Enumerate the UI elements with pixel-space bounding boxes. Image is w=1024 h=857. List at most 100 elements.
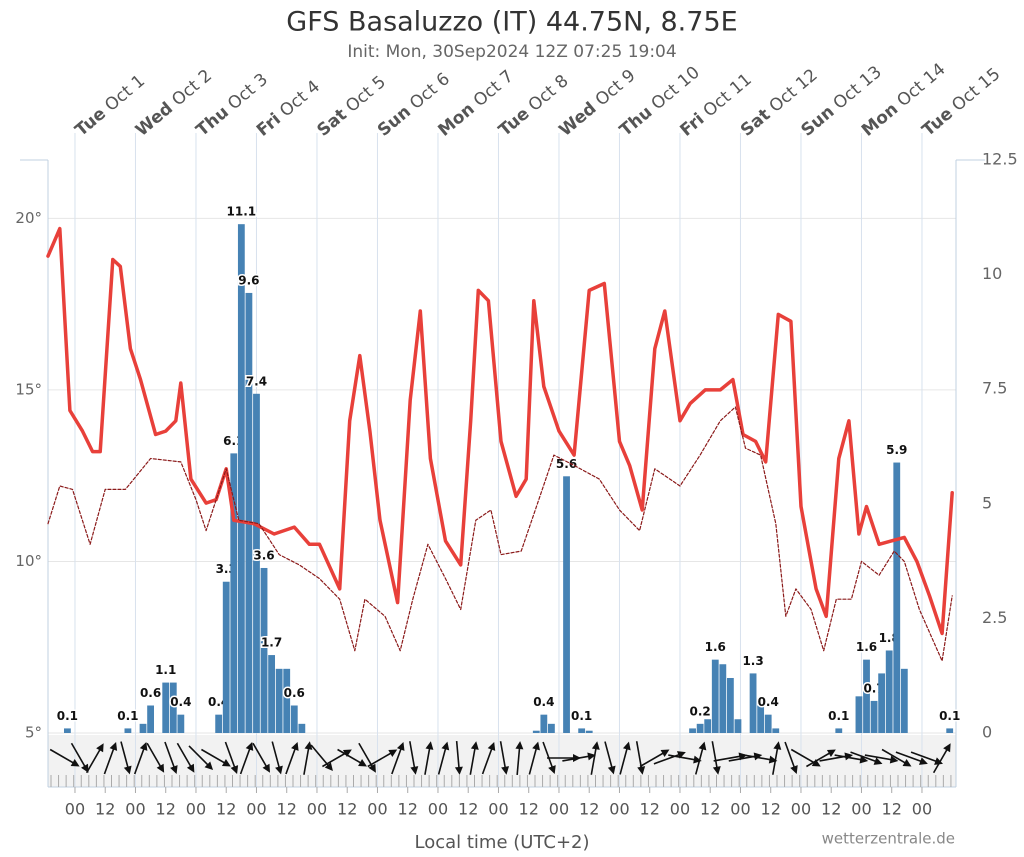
wind-head: [934, 757, 943, 765]
wind-head: [441, 741, 450, 751]
y2-tick-label: 12.5: [982, 150, 1018, 169]
wind-arrow: [85, 743, 104, 774]
x-tick-label: 00: [428, 800, 448, 819]
x-tick-label: 12: [821, 800, 841, 819]
wind-arrow: [772, 741, 782, 775]
day-weekday: Mon: [435, 99, 479, 140]
wind-arrow: [864, 754, 899, 764]
day-date: Oct 7: [470, 66, 518, 111]
precip-bar: [64, 728, 71, 733]
day-date: Oct 8: [525, 71, 573, 116]
wind-head: [753, 752, 763, 761]
temperature-line: [46, 226, 954, 636]
wind-head: [245, 742, 254, 751]
wind-head: [532, 741, 540, 751]
wind-arrow: [895, 751, 928, 765]
precip-bar: [237, 224, 245, 733]
precip-bar: [139, 723, 147, 733]
wind-arrow: [70, 742, 89, 773]
wind-arrow: [604, 741, 616, 775]
precip-bar: [749, 673, 757, 733]
precip-bar: [230, 453, 238, 733]
wind-arrow: [271, 741, 283, 775]
wind-shaft: [772, 744, 779, 775]
wind-shaft: [252, 742, 270, 771]
wind-arrow: [528, 741, 540, 775]
day-date: Oct 9: [592, 66, 640, 111]
wind-head: [487, 742, 496, 751]
bar-label: 0.1: [57, 709, 78, 723]
wind-shaft: [303, 744, 311, 775]
wind-head: [186, 763, 195, 773]
bar-label: 0.4: [533, 695, 554, 709]
wind-arrow: [881, 748, 912, 767]
x-tick-label: 00: [609, 800, 629, 819]
wind-arrow: [285, 742, 299, 775]
precip-bar: [215, 714, 223, 733]
wind-head: [291, 742, 299, 751]
wind-arrow: [639, 749, 670, 768]
precip-bar: [169, 682, 177, 733]
day-date: Oct 2: [168, 66, 216, 111]
wind-shaft: [337, 748, 365, 766]
wind-shaft: [604, 741, 614, 772]
wind-arrow: [133, 742, 148, 775]
wind-arrow: [469, 741, 479, 775]
wind-head: [139, 742, 148, 751]
day-date: Oct 15: [948, 64, 1004, 116]
y-tick-label: 20°: [15, 209, 42, 227]
wind-arrow: [188, 745, 214, 771]
wind-arrow: [542, 741, 556, 774]
wind-head: [470, 741, 479, 750]
wind-head: [96, 743, 104, 753]
wind-shaft: [932, 745, 950, 774]
y-tick-label: 5°: [25, 724, 42, 742]
y2-tick-label: 5: [982, 493, 992, 512]
x-tick-label: 00: [65, 800, 85, 819]
wind-shaft: [455, 740, 461, 773]
wind-shaft: [120, 741, 130, 772]
precip-bar: [711, 659, 719, 733]
precip-bar: [878, 673, 886, 733]
x-tick-label: 00: [125, 800, 145, 819]
x-tick-label: 12: [882, 800, 902, 819]
precip-bar: [863, 659, 870, 733]
bar-label: 9.6: [238, 273, 259, 287]
wind-shaft: [619, 744, 629, 775]
wind-shaft: [910, 751, 941, 764]
day-weekday: Mon: [858, 99, 902, 140]
wind-shaft: [224, 741, 237, 772]
bar-label: 5.9: [886, 443, 907, 457]
x-tick-label: 12: [337, 800, 357, 819]
bar-label: 1.6: [705, 640, 726, 654]
x-tick-label: 00: [307, 800, 327, 819]
wind-arrow: [358, 742, 376, 773]
day-date: Oct 13: [830, 62, 886, 114]
wind-shaft: [85, 745, 103, 774]
bar-label: 0.1: [939, 709, 960, 723]
wind-head: [170, 765, 178, 774]
precip-bar: [689, 728, 696, 733]
wind-shaft: [711, 741, 719, 772]
day-date: Oct 5: [342, 72, 390, 117]
x-tick-label: 12: [700, 800, 720, 819]
wind-head: [109, 742, 118, 751]
wind-arrow: [103, 742, 118, 775]
wind-head: [123, 765, 132, 775]
x-tick-label: 12: [156, 800, 176, 819]
wind-head: [81, 763, 89, 773]
precip-bar: [222, 581, 230, 733]
wind-head: [221, 759, 231, 767]
bar-label: 3.6: [253, 548, 274, 562]
wind-head: [660, 749, 670, 757]
wind-shaft: [424, 744, 432, 775]
wind-shaft: [469, 744, 477, 775]
bar-label: 0.6: [284, 686, 305, 700]
wind-arrow: [619, 741, 631, 775]
precip-bar: [835, 728, 843, 733]
chart-subtitle: Init: Mon, 30Sep2024 12Z 07:25 19:04: [347, 42, 676, 62]
day-date: Oct 1: [101, 71, 149, 116]
wind-head: [826, 749, 836, 757]
day-weekday: Tue: [72, 104, 110, 141]
bar-label: 7.4: [246, 374, 267, 388]
